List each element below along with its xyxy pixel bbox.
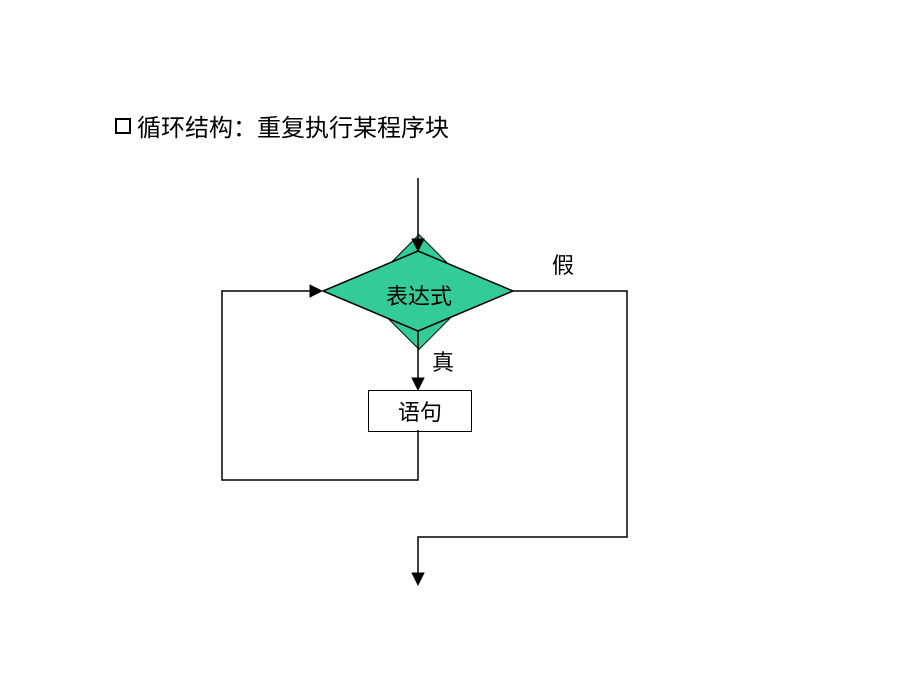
flow-lines: [0, 0, 920, 690]
